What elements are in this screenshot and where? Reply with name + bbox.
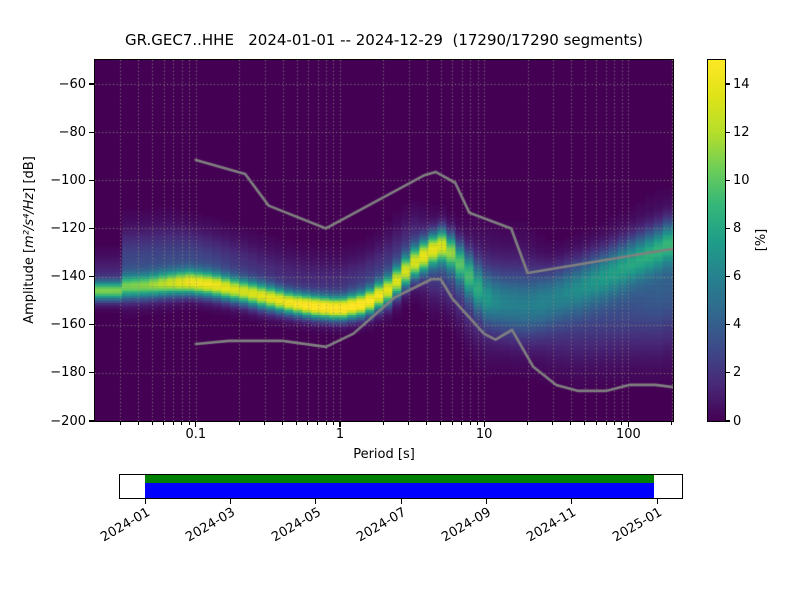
x-minor-tick-mark — [151, 422, 153, 426]
x-tick-label: 0.1 — [185, 427, 207, 442]
colorbar-tick-mark — [726, 372, 731, 374]
x-tick-label: 100 — [615, 427, 641, 442]
x-tick-mark — [483, 422, 485, 428]
colorbar-tick-mark — [726, 276, 731, 278]
colorbar-tick-mark — [726, 83, 731, 85]
timeline-used-segments-bar — [144, 474, 654, 483]
y-tick-label: −160 — [50, 317, 86, 333]
y-tick-label: −120 — [50, 220, 86, 236]
x-minor-tick-mark — [264, 422, 266, 426]
colorbar-tick-label: 4 — [733, 317, 742, 333]
timeline-data-availability-bar — [144, 482, 654, 498]
y-axis-label: Amplitude [m²/s⁴/Hz] [dB] — [22, 130, 38, 350]
y-tick-label: −100 — [50, 172, 86, 188]
timeline-axes — [118, 473, 683, 499]
colorbar-label: [%] — [754, 228, 769, 252]
timeline-tick-mark — [656, 499, 658, 504]
y-axis-label-suffix: ] [dB] — [22, 156, 37, 193]
timeline-tick-label: 2025-01 — [610, 505, 665, 546]
colorbar-tick-mark — [726, 420, 731, 422]
timeline-tick-mark — [230, 499, 232, 504]
x-minor-tick-mark — [440, 422, 442, 426]
colorbar-tick-label: 10 — [733, 172, 750, 188]
x-minor-tick-mark — [238, 422, 240, 426]
x-minor-tick-mark — [426, 422, 428, 426]
x-minor-tick-mark — [570, 422, 572, 426]
timeline-tick-label: 2024-09 — [439, 505, 494, 546]
colorbar-canvas — [707, 59, 725, 421]
ppsd-heatmap-canvas — [94, 59, 673, 421]
timeline-tick-mark — [485, 499, 488, 504]
x-minor-tick-mark — [163, 422, 165, 426]
x-minor-tick-mark — [527, 422, 529, 426]
timeline-tick-mark — [315, 499, 317, 504]
x-minor-tick-mark — [296, 422, 298, 426]
y-tick-label: −140 — [50, 269, 86, 285]
y-tick-label: −200 — [50, 413, 86, 429]
x-minor-tick-mark — [408, 422, 410, 426]
x-minor-tick-mark — [119, 422, 121, 426]
x-minor-tick-mark — [332, 422, 334, 426]
x-minor-tick-mark — [613, 422, 615, 426]
x-minor-tick-mark — [477, 422, 479, 426]
x-minor-tick-mark — [282, 422, 284, 426]
colorbar-tick-label: 14 — [733, 76, 750, 92]
x-minor-tick-mark — [605, 422, 607, 426]
x-minor-tick-mark — [671, 422, 673, 426]
timeline-tick-mark — [571, 499, 573, 504]
plot-title: GR.GEC7..HHE 2024-01-01 -- 2024-12-29 (1… — [124, 31, 644, 49]
timeline-tick-label: 2024-07 — [354, 505, 409, 546]
colorbar-tick-label: 8 — [733, 220, 742, 236]
x-tick-mark — [339, 422, 341, 428]
colorbar-tick-label: 12 — [733, 124, 750, 140]
colorbar-tick-mark — [726, 131, 731, 133]
y-tick-label: −180 — [50, 365, 86, 381]
y-axis-label-prefix: Amplitude [ — [22, 247, 37, 324]
x-minor-tick-mark — [137, 422, 139, 426]
x-minor-tick-mark — [181, 422, 183, 426]
x-tick-label: 1 — [335, 427, 345, 442]
x-minor-tick-mark — [307, 422, 309, 426]
x-minor-tick-mark — [172, 422, 174, 426]
x-minor-tick-mark — [451, 422, 453, 426]
x-minor-tick-mark — [552, 422, 554, 426]
x-minor-tick-mark — [595, 422, 597, 426]
y-axis-label-units: m²/s⁴/Hz — [22, 192, 37, 248]
timeline-tick-mark — [400, 499, 402, 504]
x-minor-tick-mark — [188, 422, 190, 426]
colorbar-tick-label: 6 — [733, 269, 742, 285]
colorbar-tick-label: 0 — [733, 413, 742, 429]
x-tick-label: 10 — [475, 427, 493, 442]
timeline-tick-label: 2024-05 — [268, 505, 324, 546]
colorbar — [706, 58, 726, 422]
x-tick-mark — [195, 422, 197, 428]
x-axis-label: Period [s] — [353, 447, 415, 462]
timeline-tick-mark — [144, 499, 146, 504]
timeline-tick-label: 2024-01 — [98, 505, 153, 546]
x-minor-tick-mark — [382, 422, 384, 426]
x-minor-tick-mark — [469, 422, 471, 426]
y-tick-label: −60 — [58, 76, 86, 92]
colorbar-tick-mark — [726, 227, 731, 230]
x-minor-tick-mark — [584, 422, 586, 426]
colorbar-tick-mark — [726, 324, 731, 326]
x-tick-mark — [627, 422, 629, 428]
colorbar-tick-mark — [726, 179, 731, 181]
timeline-tick-label: 2024-03 — [183, 505, 239, 546]
colorbar-tick-label: 2 — [733, 365, 742, 381]
x-minor-tick-mark — [621, 422, 623, 426]
x-minor-tick-mark — [461, 422, 463, 426]
timeline-tick-label: 2024-11 — [524, 505, 580, 546]
x-minor-tick-mark — [317, 422, 319, 426]
x-minor-tick-mark — [325, 422, 327, 426]
y-tick-label: −80 — [58, 124, 86, 140]
ppsd-plot-area — [93, 58, 674, 422]
